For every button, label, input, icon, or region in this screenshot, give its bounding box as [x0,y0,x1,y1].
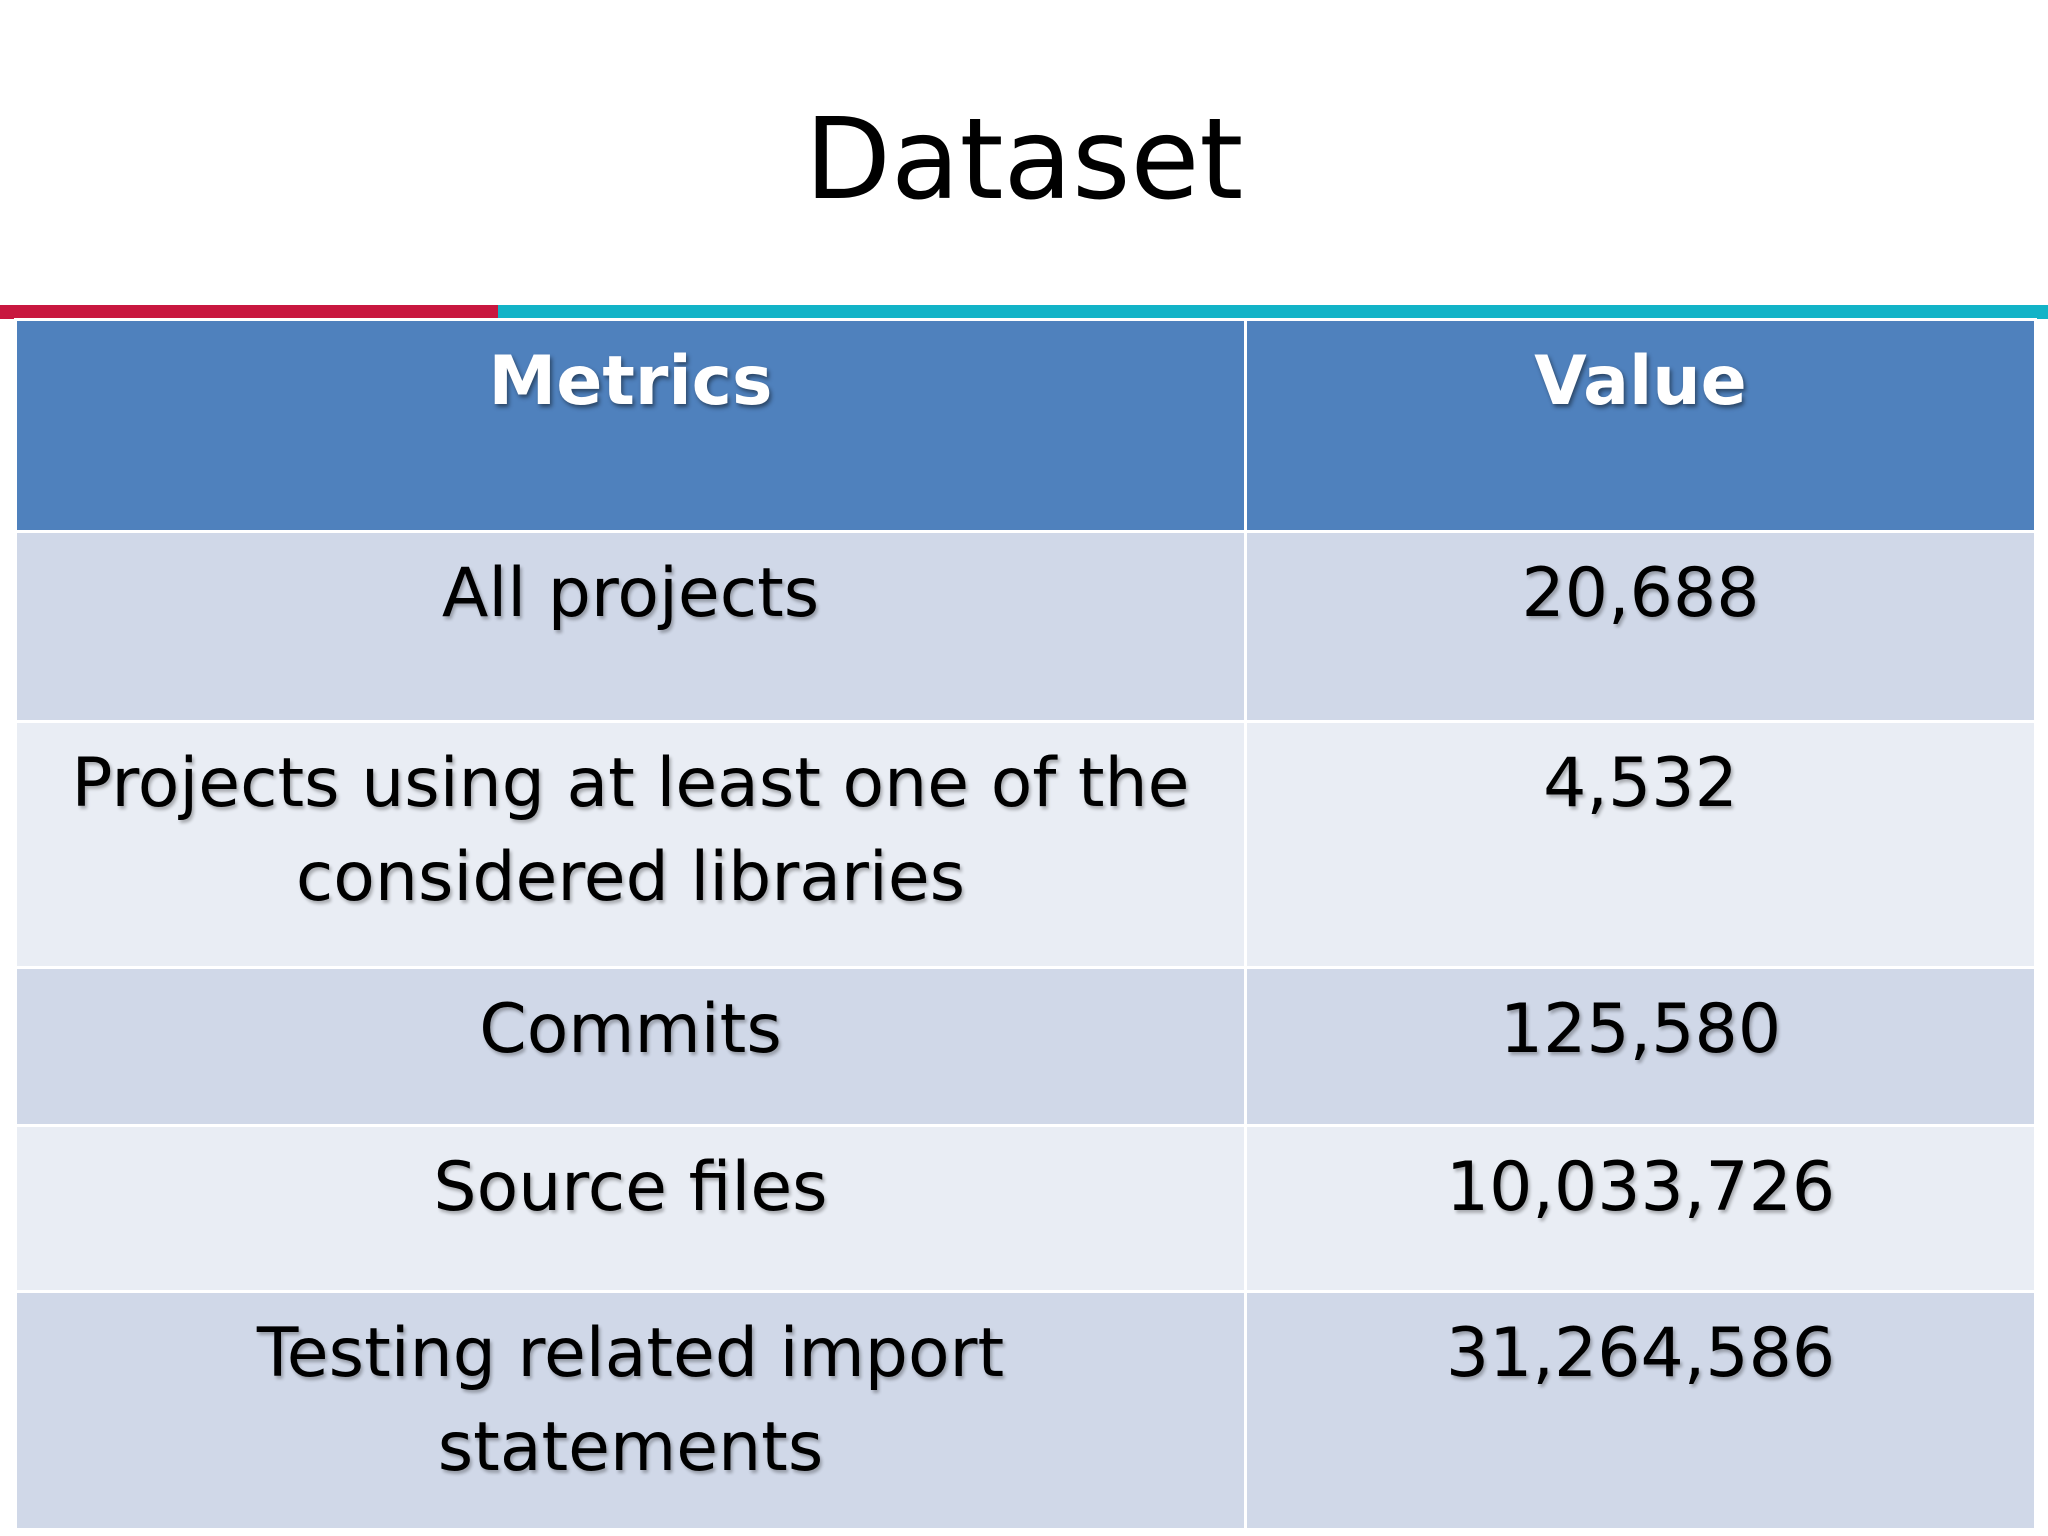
table-row: Projects using at least one of the consi… [14,720,2037,969]
table-row: Testing related import statements 31,264… [14,1290,2037,1531]
accent-bar-red [0,305,498,319]
table-header-row: Metrics Value [14,318,2037,533]
value-cell: 20,688 [1244,530,2037,723]
value-cell: 10,033,726 [1244,1124,2037,1293]
metric-cell: Commits [14,966,1247,1127]
header-value: Value [1244,318,2037,533]
metric-cell: Projects using at least one of the consi… [14,720,1247,969]
header-metrics: Metrics [14,318,1247,533]
metric-cell: Testing related import statements [14,1290,1247,1531]
value-cell: 4,532 [1244,720,2037,969]
accent-bar-teal [498,305,2048,319]
dataset-table-container: Metrics Value All projects 20,688 Projec… [14,318,2037,1531]
value-cell: 31,264,586 [1244,1290,2037,1531]
table-row: Commits 125,580 [14,966,2037,1127]
value-cell: 125,580 [1244,966,2037,1127]
slide-title: Dataset [804,95,1244,225]
metric-cell: Source files [14,1124,1247,1293]
table-row: All projects 20,688 [14,530,2037,723]
dataset-table: Metrics Value All projects 20,688 Projec… [14,318,2037,1531]
metric-cell: All projects [14,530,1247,723]
table-row: Source files 10,033,726 [14,1124,2037,1293]
